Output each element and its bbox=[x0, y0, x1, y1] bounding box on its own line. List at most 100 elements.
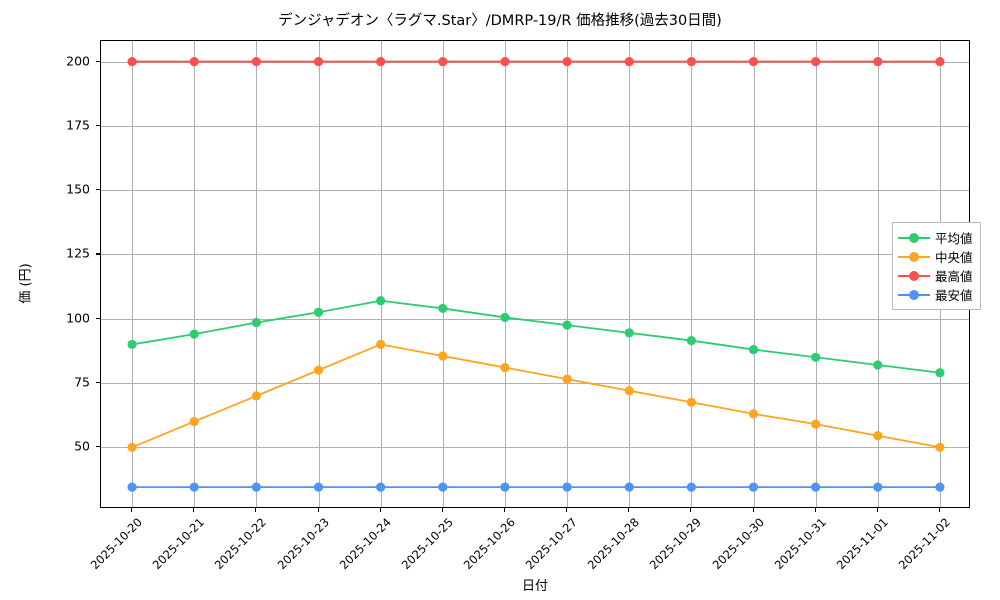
legend-swatch-icon bbox=[898, 270, 930, 282]
series-line bbox=[131, 343, 941, 449]
x-axis-ticks: 2025-10-20 2025-10-21 2025-10-22 2025-10-23… bbox=[88, 508, 970, 578]
series-最高値 bbox=[127, 56, 945, 67]
data-point bbox=[127, 442, 137, 452]
y-tick-label: 175 bbox=[66, 117, 90, 133]
data-point bbox=[127, 56, 137, 67]
x-tick-label: 2025-11-02 bbox=[895, 515, 953, 573]
x-tick-mark bbox=[566, 508, 568, 512]
legend-label: 最安値 bbox=[935, 288, 973, 303]
data-point bbox=[189, 416, 199, 427]
x-tick-label: 2025-10-29 bbox=[647, 515, 705, 573]
data-point bbox=[438, 351, 448, 361]
data-point bbox=[562, 482, 572, 492]
x-tick-label: 2025-10-22 bbox=[212, 515, 270, 573]
x-tick-mark bbox=[503, 508, 506, 512]
data-point bbox=[748, 344, 759, 355]
data-point bbox=[376, 482, 386, 492]
data-point bbox=[313, 307, 324, 317]
y-tick-mark bbox=[96, 382, 100, 384]
data-point bbox=[562, 56, 572, 67]
x-tick-mark bbox=[876, 508, 878, 512]
legend-label: 平均値 bbox=[935, 231, 973, 246]
plot-area bbox=[100, 40, 970, 508]
data-point bbox=[811, 482, 821, 492]
x-tick-label: 2025-10-20 bbox=[87, 515, 145, 573]
gridline-vertical-2025-10-26 bbox=[504, 41, 506, 507]
data-point bbox=[127, 482, 137, 492]
x-tick-label: 2025-10-30 bbox=[709, 515, 767, 573]
x-tick-mark bbox=[255, 508, 257, 512]
data-point bbox=[189, 329, 199, 339]
data-point bbox=[376, 296, 386, 306]
x-tick-label: 2025-10-21 bbox=[149, 515, 208, 573]
y-tick-label: 50 bbox=[74, 438, 90, 454]
y-tick-mark bbox=[96, 317, 100, 319]
data-point bbox=[935, 482, 945, 492]
data-point bbox=[811, 352, 821, 362]
data-point bbox=[438, 56, 448, 67]
x-tick-mark bbox=[379, 508, 381, 512]
y-tick-label: 200 bbox=[66, 53, 90, 69]
data-point bbox=[935, 368, 945, 378]
data-series-layer bbox=[127, 56, 945, 492]
legend-item-平均値[interactable]: 平均値 bbox=[898, 228, 973, 247]
gridline-horizontal-100 bbox=[101, 318, 969, 320]
gridline-vertical-2025-10-24 bbox=[380, 41, 382, 507]
series-中央値 bbox=[127, 339, 945, 452]
x-tick-mark bbox=[690, 508, 692, 512]
data-point bbox=[562, 374, 572, 384]
data-point bbox=[873, 56, 883, 67]
data-point bbox=[189, 482, 199, 492]
data-point bbox=[748, 482, 759, 492]
data-point bbox=[624, 56, 634, 67]
data-point bbox=[376, 56, 386, 67]
gridline-vertical-2025-10-23 bbox=[318, 41, 320, 507]
x-tick-label: 2025-11-01 bbox=[833, 515, 891, 573]
gridline-horizontal-50 bbox=[101, 447, 969, 449]
data-point bbox=[313, 365, 324, 375]
gridline-vertical-2025-10-20 bbox=[132, 41, 134, 507]
x-tick-mark bbox=[752, 508, 754, 512]
gridline-vertical-2025-10-27 bbox=[567, 41, 569, 507]
y-tick-mark bbox=[96, 60, 100, 62]
data-point bbox=[313, 482, 324, 492]
y-tick-label: 150 bbox=[66, 181, 90, 197]
data-point bbox=[562, 320, 572, 330]
gridline-vertical-2025-11-01 bbox=[877, 41, 879, 507]
gridline-horizontal-75 bbox=[101, 383, 969, 384]
x-tick-label: 2025-10-27 bbox=[522, 515, 580, 573]
legend-item-中央値[interactable]: 中央値 bbox=[898, 247, 973, 266]
data-point bbox=[686, 397, 696, 407]
data-point bbox=[251, 391, 261, 401]
gridline-vertical-2025-10-30 bbox=[753, 41, 755, 507]
y-tick-mark bbox=[96, 124, 100, 126]
x-tick-label: 2025-10-28 bbox=[584, 515, 643, 573]
data-point bbox=[251, 56, 261, 67]
chart-legend: 平均値 中央値 最高値最安値 bbox=[892, 222, 981, 310]
data-point bbox=[748, 56, 759, 67]
data-point bbox=[624, 386, 634, 396]
data-point bbox=[189, 56, 199, 67]
x-tick-label: 2025-10-26 bbox=[460, 515, 518, 573]
data-point bbox=[251, 317, 261, 328]
legend-swatch-icon bbox=[898, 289, 930, 301]
x-tick-label: 2025-10-25 bbox=[398, 515, 456, 573]
x-tick-label: 2025-10-24 bbox=[336, 515, 394, 573]
data-point bbox=[811, 419, 821, 429]
data-point bbox=[686, 482, 696, 492]
y-tick-mark bbox=[96, 446, 100, 448]
legend-item-最安値[interactable]: 最安値 bbox=[898, 285, 973, 304]
data-point bbox=[251, 482, 261, 492]
data-point bbox=[811, 56, 821, 67]
chart-title: デンジャデオン〈ラグマ.Star〉/DMRP-19/R 価格推移(過去30日間) bbox=[278, 13, 722, 29]
gridline-vertical-2025-10-31 bbox=[815, 41, 817, 507]
gridline-vertical-2025-10-29 bbox=[691, 41, 693, 507]
legend-swatch-icon bbox=[898, 232, 930, 244]
legend-item-最高値[interactable]: 最高値 bbox=[898, 266, 973, 285]
data-point bbox=[438, 303, 448, 314]
gridline-vertical-2025-10-21 bbox=[194, 41, 196, 507]
x-tick-mark bbox=[193, 508, 195, 512]
x-axis-label: 日付 bbox=[521, 579, 548, 594]
data-point bbox=[127, 339, 137, 350]
